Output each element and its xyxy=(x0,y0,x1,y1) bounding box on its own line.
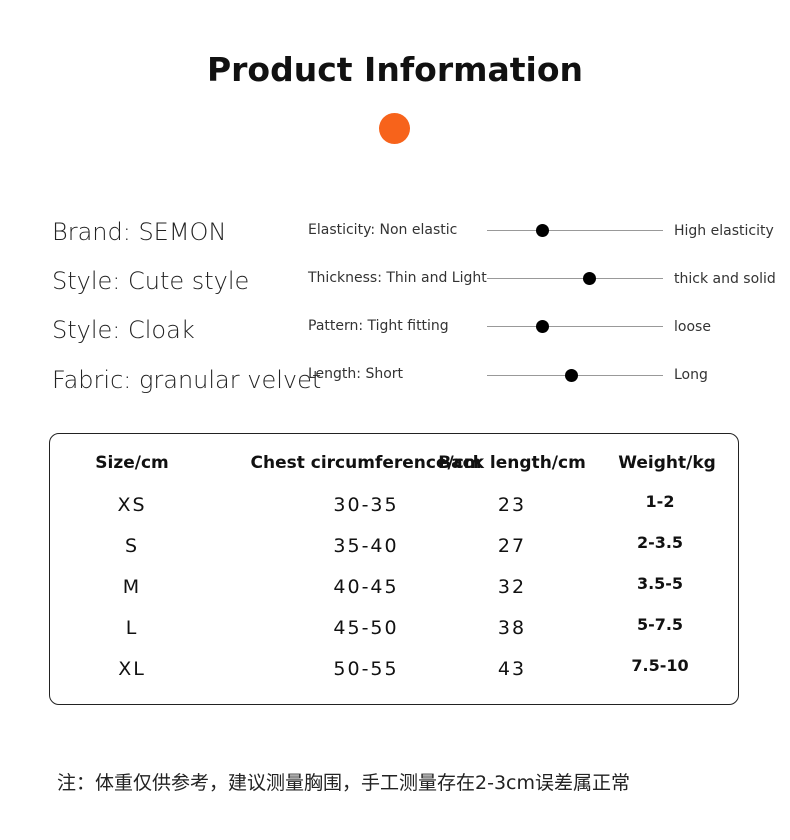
attribute-scale-track xyxy=(487,272,663,285)
table-cell: 2-3.5 xyxy=(636,533,684,552)
measurement-note: 注：体重仅供参考，建议测量胸围，手工测量存在2-3cm误差属正常 xyxy=(57,772,630,794)
attribute-scale-marker xyxy=(565,369,579,382)
attribute-scale-marker xyxy=(535,320,549,333)
table-cell: 50-55 xyxy=(333,658,399,680)
attribute-scale-marker xyxy=(535,224,549,237)
attribute-right-label: High elasticity xyxy=(674,223,774,239)
spec-line: Style: Cloak xyxy=(52,316,195,344)
table-cell: XS xyxy=(117,494,147,516)
table-cell: 27 xyxy=(497,535,527,557)
spec-line: Style: Cute style xyxy=(52,267,250,295)
attribute-left-label: Length: Short xyxy=(308,366,404,382)
table-cell: 1-2 xyxy=(645,492,675,511)
table-cell: 35-40 xyxy=(333,535,399,557)
spec-line: Fabric: granular velvet xyxy=(52,366,322,394)
attribute-left-label: Thickness: Thin and Light xyxy=(308,270,487,286)
size-table: Size/cm Chest circumference/cm Back length… xyxy=(49,433,739,705)
table-cell: 43 xyxy=(497,658,527,680)
table-cell: 32 xyxy=(497,576,527,598)
attribute-scale-marker xyxy=(583,272,597,285)
page-title: Product Information xyxy=(206,50,584,89)
table-cell: 45-50 xyxy=(333,617,399,639)
table-cell: 40-45 xyxy=(333,576,399,598)
table-cell: 23 xyxy=(497,494,527,516)
orange-dot-decoration xyxy=(379,113,410,144)
attribute-left-label: Elasticity: Non elastic xyxy=(308,222,458,238)
table-cell: 7.5-10 xyxy=(631,656,689,675)
attribute-scale-track xyxy=(487,224,663,237)
table-header: Weight/kg xyxy=(618,453,716,473)
table-cell: XL xyxy=(118,658,146,680)
spec-line: Brand: SEMON xyxy=(52,218,227,246)
table-header: Chest circumference/cm xyxy=(250,453,482,473)
table-cell: L xyxy=(125,617,139,639)
table-cell: 3.5-5 xyxy=(636,574,684,593)
table-header: Back length/cm xyxy=(438,453,586,473)
attribute-left-label: Pattern: Tight fitting xyxy=(308,318,449,334)
table-cell: S xyxy=(124,535,140,557)
attribute-scale-track xyxy=(487,320,663,333)
table-cell: M xyxy=(122,576,142,598)
attribute-right-label: loose xyxy=(674,319,711,335)
attribute-right-label: Long xyxy=(674,367,708,383)
table-cell: 38 xyxy=(497,617,527,639)
attribute-right-label: thick and solid xyxy=(674,271,776,287)
table-cell: 30-35 xyxy=(333,494,399,516)
table-header: Size/cm xyxy=(95,453,169,473)
attribute-scale-track xyxy=(487,369,663,382)
table-cell: 5-7.5 xyxy=(636,615,684,634)
